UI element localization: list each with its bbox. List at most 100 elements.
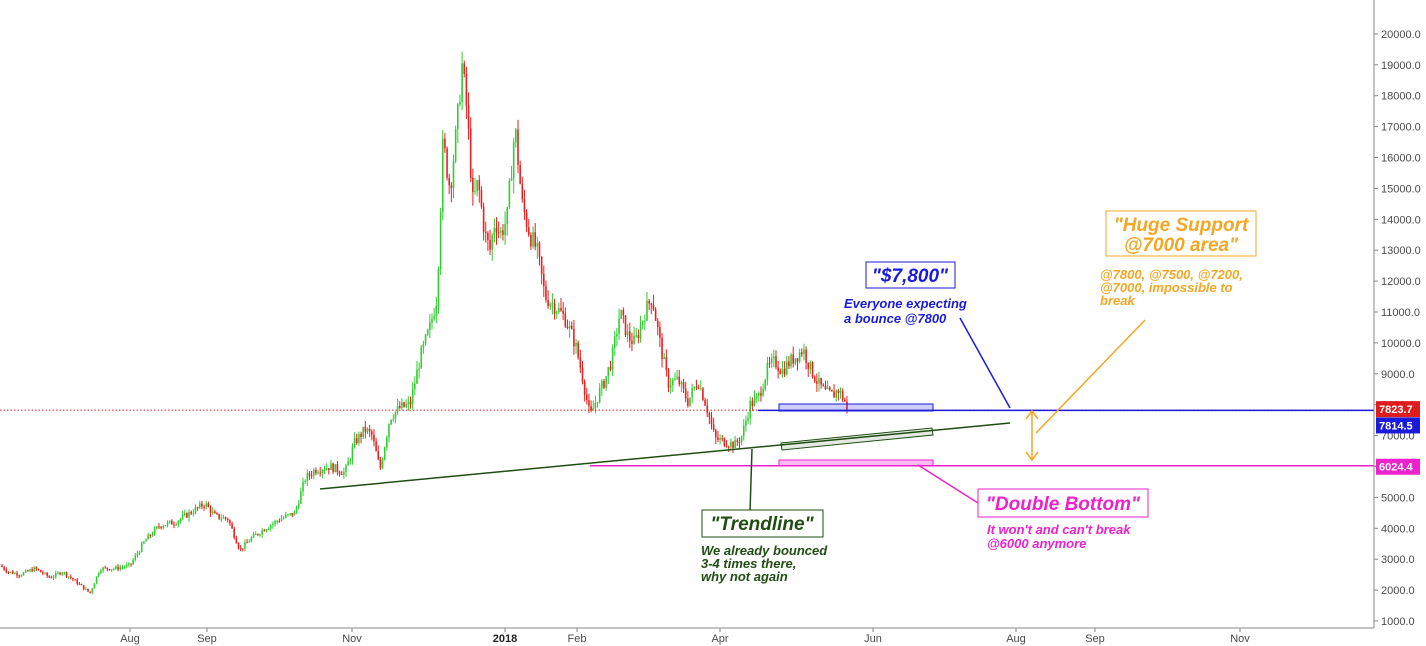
y-axis[interactable]: 20000.0 19000.0 18000.0 17000.0 16000.0 15000… (1373, 0, 1421, 628)
candle (140, 541, 143, 553)
candle (355, 433, 358, 445)
candle (295, 505, 298, 515)
candle (463, 60, 466, 78)
candle (61, 571, 63, 577)
candle (620, 309, 622, 320)
candle (143, 540, 145, 545)
candle (209, 505, 212, 518)
candle (162, 524, 165, 530)
candle (745, 415, 747, 432)
trendline[interactable] (319, 422, 1011, 490)
candle (633, 326, 635, 345)
candle (684, 381, 687, 403)
candle (239, 545, 242, 552)
candles (1, 51, 848, 595)
candle (175, 522, 177, 526)
candle (448, 173, 450, 195)
candle (811, 361, 814, 379)
candle (231, 521, 233, 529)
trendline-zone-box[interactable] (780, 427, 934, 451)
y-tick-label: 5000.0 (1381, 492, 1415, 504)
candle (293, 510, 296, 516)
candle (265, 528, 268, 533)
candle (242, 548, 244, 552)
candle (89, 591, 91, 594)
candle (42, 570, 44, 576)
magenta-zone-box[interactable] (778, 459, 934, 467)
candle (80, 583, 83, 586)
candle (87, 588, 89, 593)
candle (775, 350, 777, 370)
candle (512, 137, 515, 194)
candle (151, 531, 154, 537)
candle (181, 510, 184, 521)
candle (416, 361, 418, 384)
candle (605, 376, 607, 391)
candle (7, 571, 10, 575)
candle (592, 400, 595, 411)
candle (523, 189, 526, 220)
candle (134, 553, 137, 562)
candle (407, 396, 410, 411)
candle (508, 178, 511, 209)
candle (289, 512, 291, 516)
candle (712, 417, 715, 432)
candle (596, 401, 599, 408)
candle (570, 321, 573, 330)
candle (809, 360, 812, 374)
candle (100, 568, 102, 575)
candle (186, 512, 188, 519)
candle (467, 92, 470, 140)
candle (97, 571, 100, 578)
candle (491, 232, 493, 261)
candle (624, 315, 627, 337)
candle (613, 330, 616, 357)
candle (3, 565, 5, 571)
x-tick-label: Aug (120, 633, 140, 645)
candle (674, 372, 676, 381)
x-axis[interactable]: Aug Sep Nov 2018 Feb Apr Jun Aug Sep Nov (0, 627, 1374, 645)
candle (398, 401, 401, 410)
candle (319, 466, 321, 477)
candle (302, 477, 304, 497)
candle (70, 574, 72, 580)
trendline-callout-box (701, 509, 824, 538)
candle (414, 376, 416, 396)
candle (132, 558, 134, 566)
candle (770, 353, 773, 368)
range-arrow-up (1025, 409, 1039, 420)
candle (156, 525, 158, 530)
candle (267, 527, 270, 530)
candle (392, 414, 395, 423)
candle (532, 226, 534, 249)
candle (57, 571, 59, 575)
candle (540, 256, 543, 285)
candle (431, 313, 433, 330)
candle (603, 379, 605, 390)
candle (29, 568, 31, 573)
candle (65, 571, 68, 579)
x-tick-label: Sep (1085, 633, 1105, 645)
candle (699, 380, 702, 391)
candle (63, 571, 66, 576)
candle (517, 119, 519, 174)
candle (762, 383, 764, 397)
candle (168, 520, 171, 524)
candle (715, 428, 717, 444)
candle (138, 550, 141, 555)
candle (422, 340, 425, 354)
candle (510, 166, 513, 182)
candle (177, 520, 180, 528)
candle (790, 352, 792, 369)
candle (564, 307, 567, 329)
candle (360, 431, 362, 444)
doublebottom-callout-text: @6000 anymore (987, 536, 1086, 551)
x-tick-label: Feb (568, 633, 587, 645)
blue-zone-box[interactable] (778, 403, 934, 412)
candle (629, 322, 631, 348)
candle (454, 125, 457, 164)
candle (285, 511, 287, 519)
candle (727, 445, 730, 452)
candle (123, 565, 126, 570)
